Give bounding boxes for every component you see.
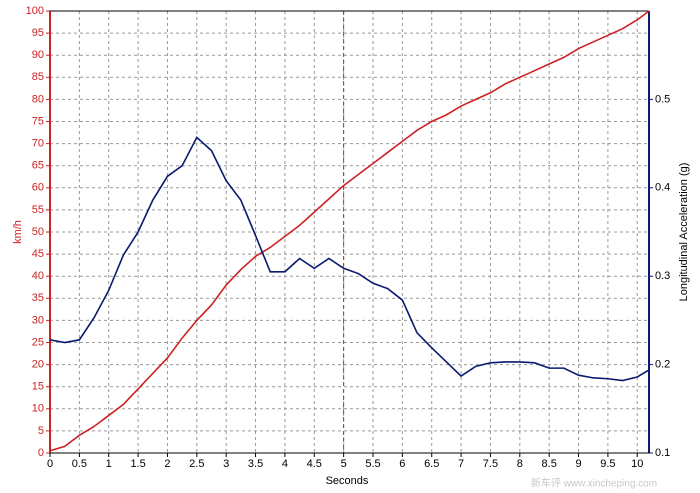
y-tick-label: 10 [32,403,44,415]
y2-axis-label: Longitudinal Acceleration (g) [678,163,690,302]
x-tick-label: 3 [223,458,229,470]
y-axis-label: km/h [12,220,24,244]
x-tick-label: 10 [631,458,643,470]
y2-tick-label: 0.4 [655,182,670,194]
series-line [49,136,650,382]
y-tick-label: 45 [32,248,44,260]
y-tick-label: 75 [32,115,44,127]
x-tick-label: 5 [341,458,347,470]
x-tick-label: 7.5 [483,458,498,470]
watermark: 新车评 www.xincheping.com [531,477,657,490]
x-tick-label: 9 [575,458,581,470]
y-tick-label: 40 [32,270,44,282]
x-tick-label: 6.5 [424,458,439,470]
x-tick-label: 0.5 [72,458,87,470]
y-tick-label: 50 [32,226,44,238]
y-tick-label: 25 [32,336,44,348]
y-tick-label: 15 [32,381,44,393]
y-tick-label: 60 [32,182,44,194]
y2-tick-label: 0.2 [655,359,670,371]
x-tick-label: 1 [106,458,112,470]
x-tick-label: 3.5 [248,458,263,470]
y2-tick-label: 0.1 [655,447,670,459]
x-tick-label: 1.5 [130,458,145,470]
x-tick-label: 4.5 [307,458,322,470]
x-tick-label: 9.5 [600,458,615,470]
y-tick-label: 90 [32,49,44,61]
y-tick-label: 0 [38,447,44,459]
y-tick-label: 70 [32,138,44,150]
y-tick-label: 35 [32,292,44,304]
y2-tick-label: 0.5 [655,93,670,105]
y-tick-label: 55 [32,204,44,216]
x-tick-label: 7 [458,458,464,470]
y-tick-label: 80 [32,93,44,105]
y-tick-label: 65 [32,160,44,172]
x-tick-label: 2.5 [189,458,204,470]
x-tick-label: 4 [282,458,288,470]
y-tick-label: 85 [32,71,44,83]
series-line [49,10,650,452]
x-tick-label: 5.5 [365,458,380,470]
x-tick-label: 2 [164,458,170,470]
x-tick-label: 8.5 [542,458,557,470]
x-axis-label: Seconds [326,475,369,487]
x-tick-label: 0 [47,458,53,470]
x-tick-label: 6 [399,458,405,470]
y-tick-label: 20 [32,359,44,371]
y-tick-label: 30 [32,314,44,326]
x-tick-label: 8 [517,458,523,470]
y-tick-label: 5 [38,425,44,437]
y2-tick-label: 0.3 [655,270,670,282]
y-tick-label: 95 [32,27,44,39]
y-tick-label: 100 [26,5,44,17]
